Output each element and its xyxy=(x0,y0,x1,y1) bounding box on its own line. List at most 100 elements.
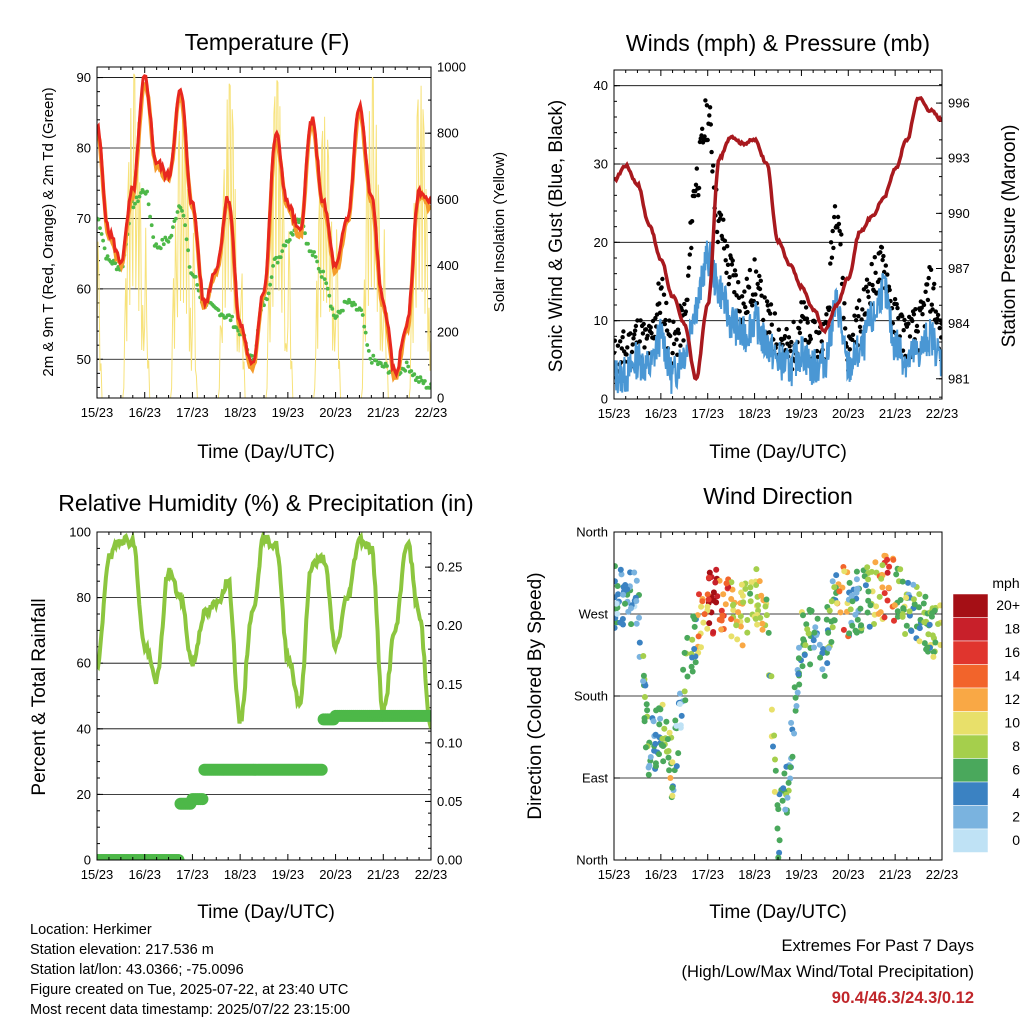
gust-point xyxy=(832,204,838,209)
direction-point xyxy=(663,718,670,725)
direction-point xyxy=(704,591,711,598)
gust-point xyxy=(885,272,890,277)
gust-point xyxy=(726,281,731,287)
y-tick-label: 993 xyxy=(948,151,970,166)
direction-point xyxy=(747,598,754,605)
direction-point xyxy=(804,626,811,633)
direction-point xyxy=(795,671,802,677)
precip-point xyxy=(196,793,209,806)
y-tick-label: 30 xyxy=(594,157,608,172)
x-tick-label: 20/23 xyxy=(319,405,352,420)
colorbar-swatch xyxy=(952,687,989,712)
station-location: Location: Herkimer xyxy=(30,922,152,938)
direction-point xyxy=(788,719,795,726)
dewpoint-point xyxy=(404,360,409,365)
gust-point xyxy=(648,325,653,330)
gust-point xyxy=(615,343,621,348)
direction-point xyxy=(646,762,653,769)
dewpoint-point xyxy=(374,358,379,363)
colorbar-title: mph xyxy=(992,575,1019,591)
direction-point xyxy=(828,598,835,605)
direction-point xyxy=(905,579,911,586)
direction-point xyxy=(923,646,930,653)
direction-point xyxy=(710,629,717,635)
direction-point xyxy=(823,616,830,623)
direction-point xyxy=(614,624,618,631)
direction-point xyxy=(747,590,754,597)
gust-point xyxy=(913,307,918,312)
gust-point xyxy=(762,295,767,300)
direction-point xyxy=(879,584,886,591)
dewpoint-point xyxy=(166,239,171,244)
direction-point xyxy=(926,621,933,628)
dewpoint-point xyxy=(427,386,431,390)
direction-point xyxy=(825,645,832,652)
direction-point xyxy=(640,653,647,659)
dewpoint-point xyxy=(359,308,364,312)
gust-point xyxy=(812,319,817,325)
direction-point xyxy=(868,568,875,575)
gust-point xyxy=(709,149,714,155)
gust-point xyxy=(703,98,708,103)
direction-point xyxy=(644,707,651,714)
x-tick-label: 18/23 xyxy=(224,405,257,420)
dewpoint-point xyxy=(181,213,186,218)
direction-point xyxy=(878,575,885,582)
gust-point xyxy=(742,289,747,294)
direction-point xyxy=(792,694,799,701)
y-tick-label: 10 xyxy=(594,313,608,328)
direction-point xyxy=(718,617,725,624)
colorbar-label: 0 xyxy=(1012,832,1020,848)
direction-point xyxy=(814,615,821,622)
direction-point xyxy=(753,566,760,573)
winds-chart: 0 10 20 30 40 981 984 987 990 993 996 15/23 16/23 17/… xyxy=(594,69,970,421)
direction-point xyxy=(886,563,893,570)
dewpoint-point xyxy=(315,259,319,264)
dewpoint-point xyxy=(133,201,137,206)
gust-point xyxy=(702,134,707,139)
direction-point xyxy=(897,566,904,573)
gust-point xyxy=(768,302,774,307)
gust-point xyxy=(856,314,861,319)
gust-point xyxy=(676,331,681,336)
direction-point xyxy=(614,583,621,589)
colorbar-label: 12 xyxy=(1004,691,1020,707)
dewpoint-point xyxy=(183,223,188,228)
direction-point xyxy=(796,681,803,688)
direction-point xyxy=(682,697,689,704)
gust-point xyxy=(725,262,731,267)
dewpoint-point xyxy=(184,237,189,242)
colorbar-label: 6 xyxy=(1012,762,1020,778)
direction-point xyxy=(657,706,664,713)
direction-point xyxy=(718,626,725,633)
y-tick-label: 50 xyxy=(77,352,91,367)
dewpoint-point xyxy=(274,255,278,260)
gust-point xyxy=(772,311,778,316)
direction-point xyxy=(641,694,648,700)
gust-point xyxy=(668,333,673,339)
colorbar-label: 4 xyxy=(1012,785,1020,801)
station-elevation: Station elevation: 217.536 m xyxy=(30,942,214,958)
direction-point xyxy=(776,791,783,798)
winds-title: Winds (mph) & Pressure (mb) xyxy=(626,30,930,56)
dewpoint-point xyxy=(186,248,191,253)
direction-point xyxy=(642,682,649,689)
gust-point xyxy=(857,324,863,330)
y-tick-label: West xyxy=(579,607,609,622)
gust-point xyxy=(660,276,665,282)
x-tick-label: 21/23 xyxy=(879,406,912,421)
y-tick-label: East xyxy=(582,771,608,786)
gust-point xyxy=(736,280,741,285)
gust-point xyxy=(681,338,686,343)
direction-point xyxy=(614,594,618,601)
direction-point xyxy=(681,649,688,656)
colorbar-swatch xyxy=(952,734,989,759)
gust-point xyxy=(624,352,629,357)
dewpoint-point xyxy=(321,269,326,274)
direction-point xyxy=(636,639,643,646)
direction-point xyxy=(647,754,654,760)
direction-point xyxy=(865,588,872,595)
direction-point xyxy=(768,673,775,680)
dewpoint-point xyxy=(169,233,174,238)
gust-point xyxy=(631,336,636,341)
